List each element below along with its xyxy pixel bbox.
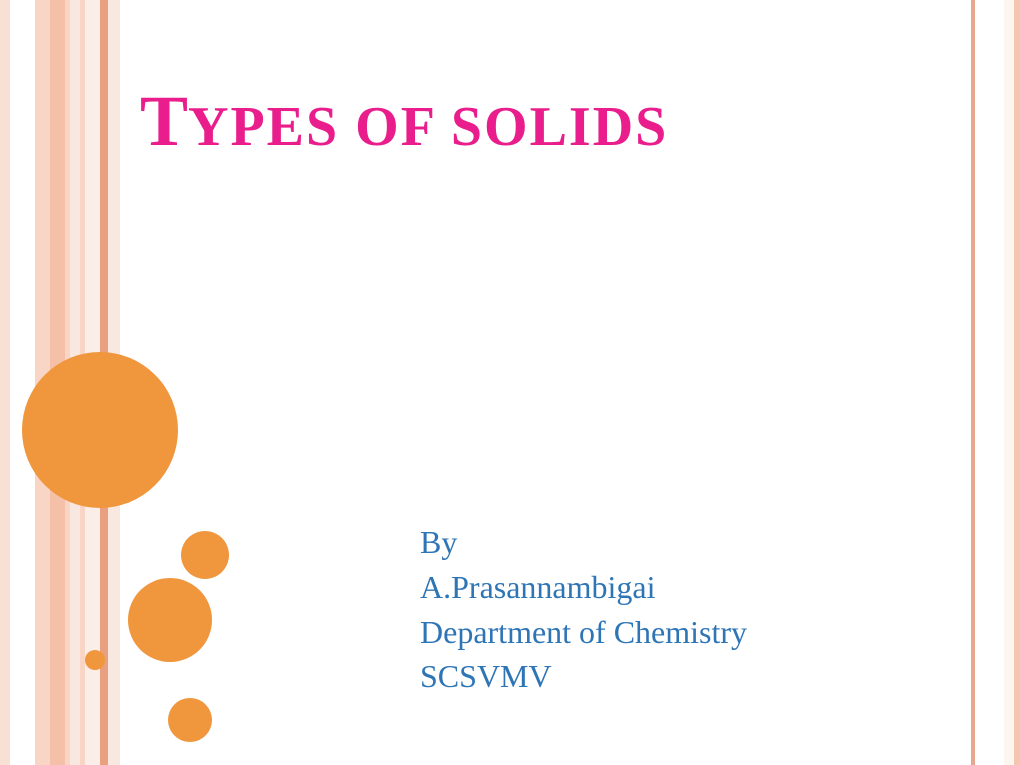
title-rest: YPES OF SOLIDS [188, 96, 668, 158]
author-institution: SCSVMV [420, 654, 747, 699]
decorative-circle [22, 352, 178, 508]
decorative-band [1004, 0, 1014, 765]
decorative-circle [128, 578, 212, 662]
author-by: By [420, 520, 747, 565]
decorative-circle [85, 650, 105, 670]
slide-title: TYPES OF SOLIDS [140, 80, 668, 163]
decorative-circle [168, 698, 212, 742]
author-name: A.Prasannambigai [420, 565, 747, 610]
author-block: By A.Prasannambigai Department of Chemis… [420, 520, 747, 699]
right-decorative-bands [960, 0, 1020, 765]
decorative-band [10, 0, 35, 765]
decorative-circle [181, 531, 229, 579]
decorative-band [971, 0, 975, 765]
title-first-letter: T [140, 81, 188, 161]
author-department: Department of Chemistry [420, 610, 747, 655]
decorative-band [1014, 0, 1020, 765]
decorative-band [0, 0, 10, 765]
